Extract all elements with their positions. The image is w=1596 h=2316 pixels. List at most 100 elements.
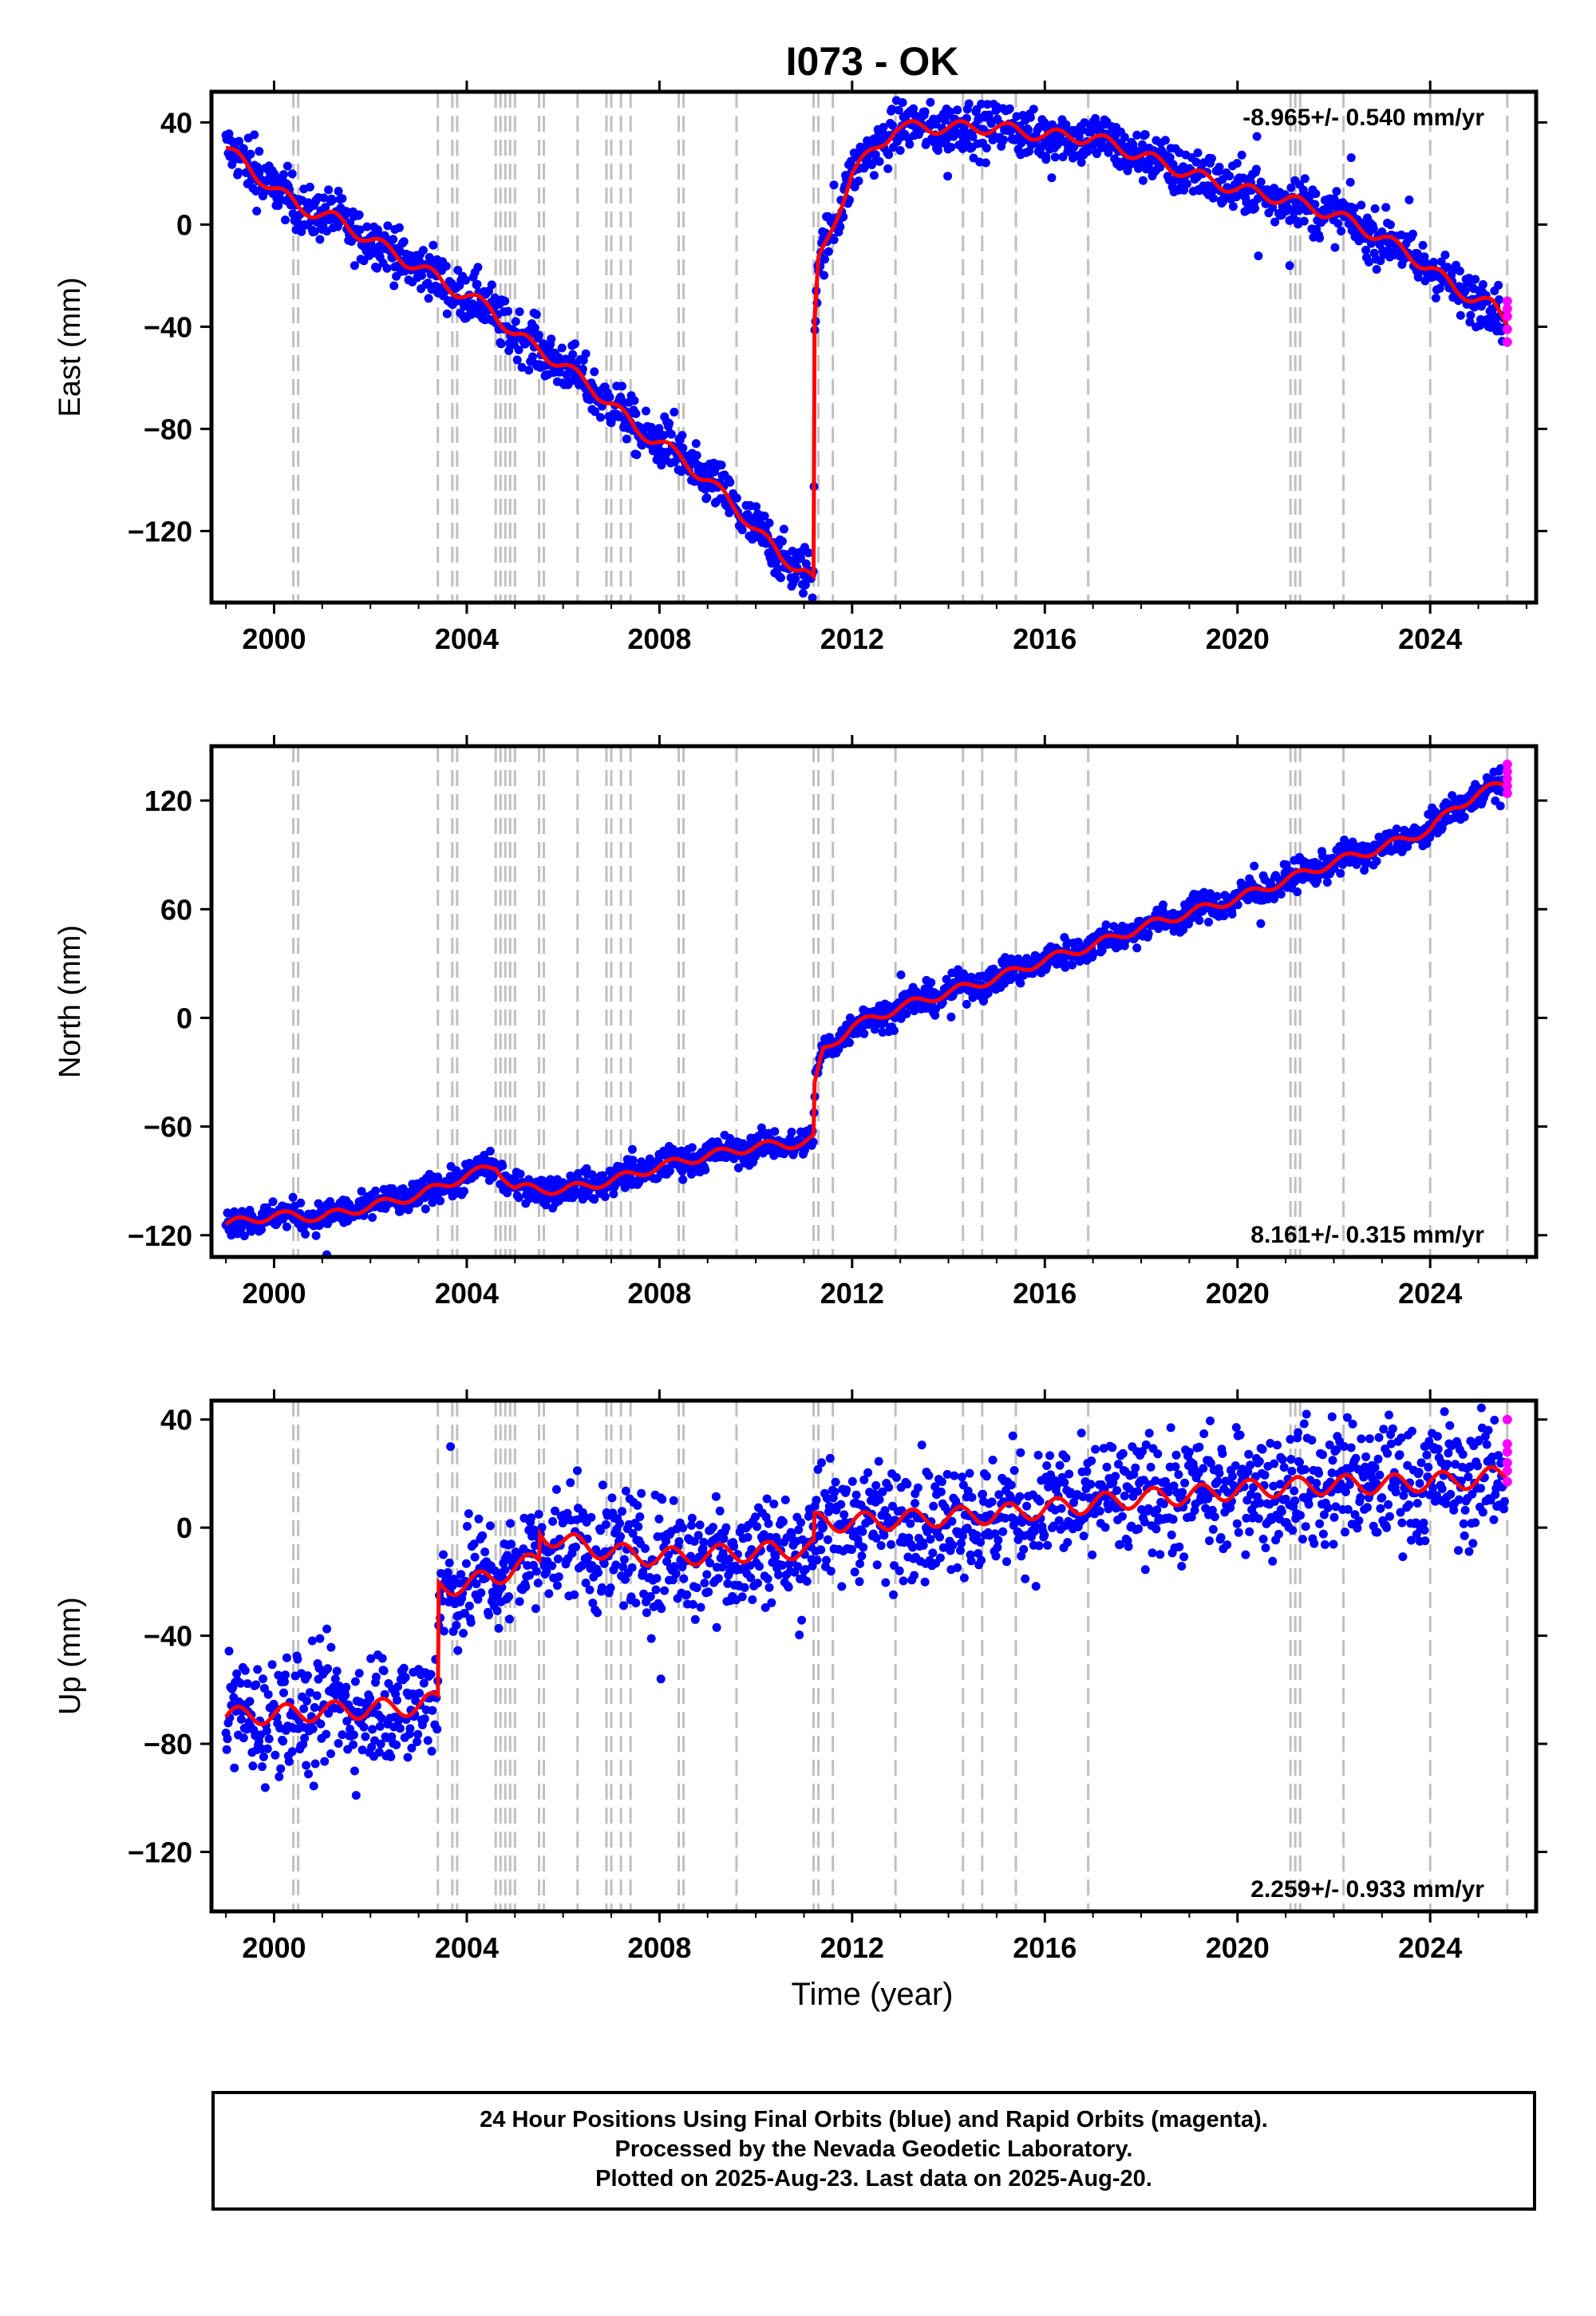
east-point-1320 bbox=[1238, 173, 1248, 183]
north-xtick-label-3: 2012 bbox=[820, 1277, 884, 1310]
up-point-122 bbox=[315, 1634, 325, 1643]
north-point-1390 bbox=[1293, 887, 1302, 896]
north-point-343 bbox=[485, 1146, 495, 1156]
east-ytick-label-1: 0 bbox=[176, 208, 192, 241]
up-point-1192 bbox=[1140, 1517, 1149, 1527]
up-point-365 bbox=[503, 1551, 512, 1560]
up-final-points bbox=[221, 1403, 1509, 1800]
up-point-1113 bbox=[1079, 1531, 1088, 1541]
east-point-624 bbox=[702, 493, 712, 503]
east-point-1337 bbox=[1251, 164, 1261, 174]
up-point-48 bbox=[259, 1674, 267, 1684]
up-point-867 bbox=[890, 1561, 899, 1571]
east-point-1553 bbox=[1418, 240, 1428, 250]
up-point-1328 bbox=[1245, 1527, 1254, 1536]
up-point-131 bbox=[322, 1624, 332, 1634]
north-point-2 bbox=[223, 1208, 232, 1218]
up-point-730 bbox=[784, 1583, 793, 1592]
up-point-1110 bbox=[1077, 1429, 1086, 1438]
east-point-467 bbox=[581, 349, 591, 358]
up-point-402 bbox=[531, 1604, 540, 1614]
up-point-994 bbox=[987, 1497, 997, 1507]
up-point-1164 bbox=[1118, 1448, 1128, 1458]
east-point-23 bbox=[239, 144, 248, 153]
up-point-489 bbox=[598, 1480, 607, 1490]
east-point-464 bbox=[579, 356, 588, 365]
up-point-866 bbox=[889, 1590, 898, 1599]
up-point-369 bbox=[506, 1519, 515, 1528]
east-point-654 bbox=[725, 477, 735, 487]
up-point-999 bbox=[991, 1551, 1001, 1561]
up-point-452 bbox=[570, 1590, 579, 1599]
east-point-969 bbox=[968, 132, 978, 141]
up-point-551 bbox=[646, 1591, 655, 1601]
up-point-582 bbox=[670, 1562, 679, 1571]
up-point-626 bbox=[704, 1587, 713, 1597]
up-point-1208 bbox=[1152, 1505, 1162, 1515]
up-point-1237 bbox=[1175, 1542, 1184, 1551]
up-point-23 bbox=[239, 1733, 248, 1743]
east-point-1110 bbox=[1077, 158, 1086, 167]
up-point-681 bbox=[746, 1573, 756, 1583]
up-point-1166 bbox=[1120, 1492, 1129, 1500]
east-point-864 bbox=[887, 105, 897, 114]
north-point-1313 bbox=[1233, 900, 1242, 910]
north-xtick-label-6: 2024 bbox=[1398, 1277, 1462, 1310]
east-point-575 bbox=[665, 418, 674, 428]
east-point-133 bbox=[324, 185, 334, 195]
up-point-68 bbox=[274, 1670, 283, 1680]
up-point-683 bbox=[748, 1595, 757, 1604]
up-point-613 bbox=[693, 1531, 703, 1540]
up-point-190 bbox=[368, 1725, 377, 1734]
up-point-927 bbox=[935, 1553, 945, 1563]
east-point-1182 bbox=[1132, 130, 1142, 140]
up-point-447 bbox=[566, 1478, 575, 1488]
up-point-632 bbox=[709, 1523, 717, 1532]
east-xtick-label-3: 2012 bbox=[820, 622, 884, 655]
up-point-11 bbox=[230, 1763, 239, 1773]
up-point-1207 bbox=[1152, 1524, 1161, 1534]
east-point-17 bbox=[235, 136, 243, 146]
east-point-479 bbox=[591, 407, 600, 417]
up-point-848 bbox=[875, 1495, 884, 1504]
up-point-1276 bbox=[1205, 1536, 1214, 1546]
up-point-315 bbox=[464, 1509, 473, 1519]
east-outlier-13 bbox=[670, 407, 679, 417]
east-point-949 bbox=[953, 105, 962, 115]
up-point-1193 bbox=[1140, 1565, 1150, 1575]
up-point-223 bbox=[393, 1682, 402, 1691]
up-point-49 bbox=[259, 1752, 268, 1761]
east-point-993 bbox=[986, 119, 996, 128]
east-outlier-10 bbox=[1047, 173, 1057, 183]
north-point-1295 bbox=[1219, 911, 1229, 921]
up-point-1082 bbox=[1055, 1460, 1065, 1470]
up-point-884 bbox=[903, 1480, 912, 1489]
up-point-25 bbox=[240, 1666, 250, 1675]
up-point-781 bbox=[823, 1535, 832, 1544]
up-point-189 bbox=[367, 1742, 377, 1752]
up-point-816 bbox=[850, 1567, 859, 1577]
up-point-266 bbox=[426, 1670, 436, 1679]
up-point-752 bbox=[800, 1565, 810, 1574]
up-point-1244 bbox=[1180, 1478, 1190, 1488]
up-point-534 bbox=[633, 1500, 642, 1510]
up-point-1090 bbox=[1061, 1453, 1071, 1463]
east-point-1601 bbox=[1455, 267, 1464, 276]
up-point-116 bbox=[310, 1759, 320, 1769]
up-point-173 bbox=[354, 1669, 364, 1678]
up-point-943 bbox=[948, 1540, 958, 1550]
up-point-1180 bbox=[1131, 1463, 1140, 1472]
up-point-1062 bbox=[1040, 1531, 1049, 1539]
up-point-1003 bbox=[994, 1490, 1004, 1500]
up-point-147 bbox=[334, 1682, 344, 1690]
up-point-537 bbox=[635, 1512, 645, 1521]
up-point-1171 bbox=[1124, 1542, 1133, 1551]
north-point-665 bbox=[733, 1164, 743, 1172]
up-point-391 bbox=[523, 1561, 532, 1570]
up-point-609 bbox=[690, 1614, 700, 1624]
up-point-974 bbox=[972, 1531, 982, 1540]
up-point-1345 bbox=[1258, 1445, 1267, 1454]
up-point-1291 bbox=[1216, 1533, 1226, 1542]
up-point-1243 bbox=[1179, 1552, 1189, 1562]
up-point-644 bbox=[717, 1563, 727, 1572]
